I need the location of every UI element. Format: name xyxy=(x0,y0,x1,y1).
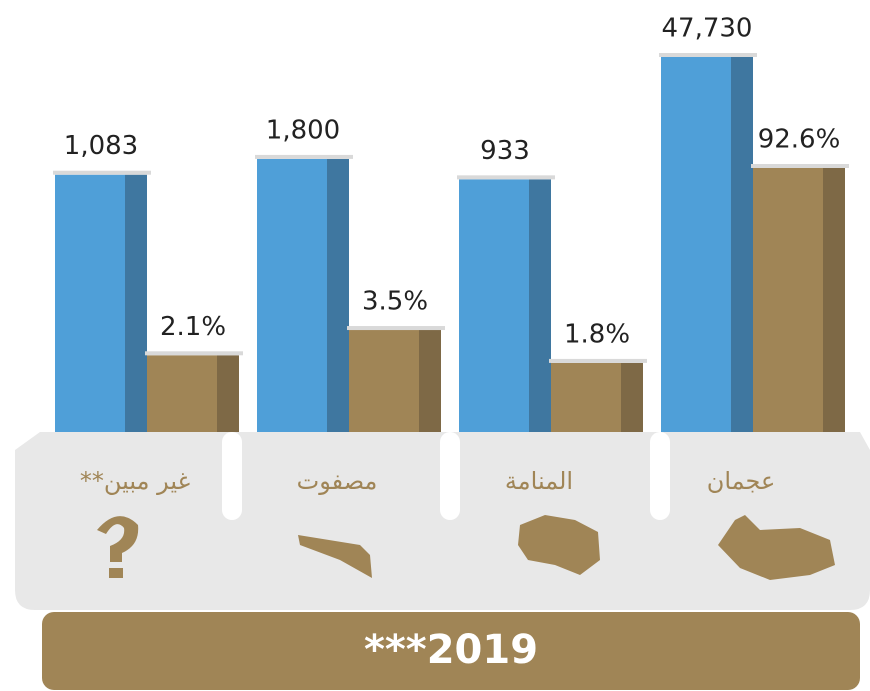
bar-cap xyxy=(145,351,243,356)
bar-front xyxy=(753,168,823,432)
bar-front xyxy=(551,362,621,432)
bar-cap xyxy=(549,358,647,363)
bar-cap xyxy=(659,53,757,57)
dividers xyxy=(222,432,670,520)
bar-cap xyxy=(457,175,555,180)
bar-front xyxy=(661,57,731,432)
footer-year: ***2019 xyxy=(364,627,538,673)
bar-side xyxy=(327,158,349,432)
icons xyxy=(97,515,835,580)
category-label: غير مبين** xyxy=(80,467,190,495)
bar-cap xyxy=(53,170,151,175)
category-label: مصفوت xyxy=(297,467,378,495)
bar-side xyxy=(419,330,441,432)
bar-front xyxy=(55,174,125,432)
bar-side xyxy=(125,174,147,432)
category-label: عجمان xyxy=(707,467,776,495)
value-label: 1,800 xyxy=(266,115,340,145)
bar-side xyxy=(823,168,845,432)
bar-cap xyxy=(255,154,353,159)
value-label: 92.6% xyxy=(758,125,841,155)
bar-cap xyxy=(751,164,849,168)
category-label: المنامة xyxy=(505,467,573,495)
bar-front xyxy=(147,355,217,432)
bar-side xyxy=(621,362,643,432)
bar-side xyxy=(529,179,551,432)
bar-front xyxy=(459,179,529,432)
bar-cap xyxy=(347,326,445,331)
bar-front xyxy=(349,330,419,432)
bar-side xyxy=(217,355,239,432)
value-label: 1.8% xyxy=(564,319,630,349)
value-label: 2.1% xyxy=(160,312,226,342)
bar-front xyxy=(257,158,327,432)
value-label: 47,730 xyxy=(662,14,753,44)
bar-side xyxy=(731,57,753,432)
value-label: 933 xyxy=(480,136,530,166)
value-label: 1,083 xyxy=(64,131,138,161)
value-label: 3.5% xyxy=(362,287,428,317)
footer-bar xyxy=(42,612,860,690)
